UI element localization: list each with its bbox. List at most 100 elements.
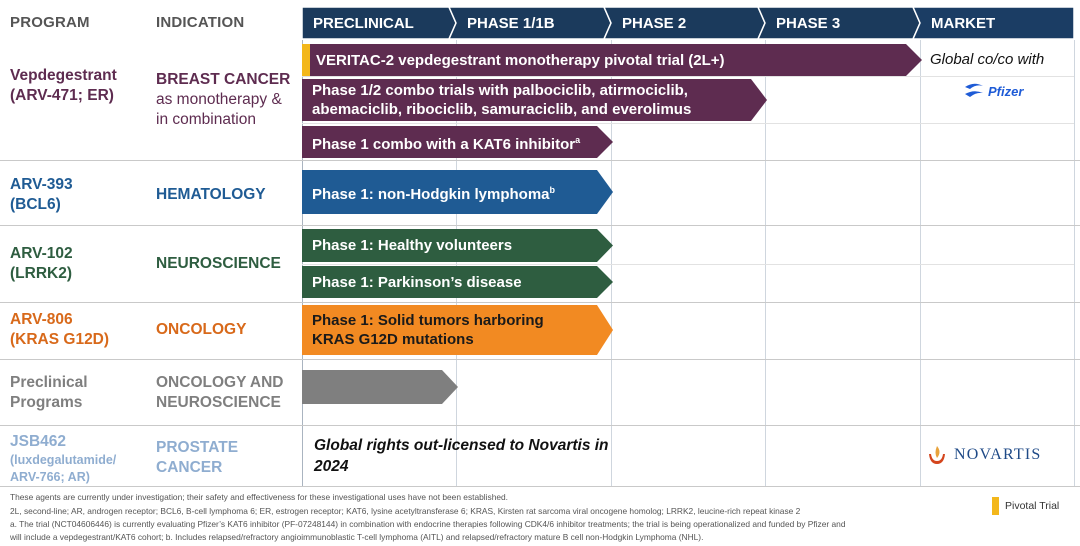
program-arv-393: ARV-393 (BCL6) [10, 175, 73, 215]
program-name-line: (ARV-471; ER) [10, 87, 114, 104]
grid-column-line [456, 40, 457, 486]
indication-detail-line: in combination [156, 111, 256, 128]
program-vepdegestrant: Vepdegestrant (ARV-471; ER) [10, 66, 117, 106]
trial-label-line: Phase 1/2 combo trials with palbociclib,… [312, 82, 688, 99]
trial-label-text: Phase 1/2 combo trials with palbociclib,… [312, 81, 691, 119]
grid-column-line [920, 40, 921, 486]
program-name-line: ARV-102 [10, 245, 73, 262]
pfizer-wordmark: Pfizer [988, 83, 1024, 99]
note-line: 2024 [314, 458, 349, 475]
grid-subrow-line [302, 76, 1074, 77]
pivotal-trial-marker [302, 44, 310, 76]
grid-row-divider [0, 486, 1080, 487]
indication-oncology: ONCOLOGY [156, 321, 247, 338]
indication-neuroscience: NEUROSCIENCE [156, 255, 281, 272]
indication-detail-line: as monotherapy & [156, 91, 282, 108]
grid-column-line [611, 40, 612, 486]
trial-label-line: Phase 1: Solid tumors harboring [312, 312, 544, 329]
trial-label-line: Phase 1: non-Hodgkin lymphomab [312, 184, 556, 203]
program-jsb462: JSB462 (luxdegalutamide/ ARV-766; AR) [10, 432, 116, 486]
phase-header-market: MARKET [931, 14, 996, 32]
program-arv-102: ARV-102 (LRRK2) [10, 244, 73, 284]
legend-pivotal-label: Pivotal Trial [1005, 500, 1060, 512]
trial-bar-arrow [302, 126, 613, 158]
trial-label-text: Phase 1 combo with a KAT6 inhibitora [312, 131, 580, 154]
trial-bar-arrow [302, 266, 613, 298]
indication-line: CANCER [156, 459, 223, 476]
program-name-line: (LRRK2) [10, 265, 72, 282]
grid-subrow-line [302, 264, 1074, 265]
trial-bar-arrow [302, 229, 613, 262]
program-name-line: JSB462 [10, 433, 67, 450]
indication-prostate-cancer: PROSTATE CANCER [156, 438, 238, 478]
program-name-line: Programs [10, 394, 83, 411]
indication-hematology: HEMATOLOGY [156, 186, 266, 203]
grid-column-line [1074, 40, 1075, 486]
program-name-line: Vepdegestrant [10, 67, 117, 84]
grid-row-divider [0, 425, 1080, 426]
trial-bar-label: Phase 1: Parkinson’s disease [302, 266, 597, 298]
grid-subrow-line [302, 123, 1074, 124]
trial-label-text: VERITAC-2 vepdegestrant monotherapy pivo… [316, 51, 725, 70]
novartis-wordmark: NOVARTIS [954, 446, 1042, 463]
footnote-1: These agents are currently under investi… [10, 492, 508, 502]
indication-breast-cancer: BREAST CANCER as monotherapy & in combin… [156, 70, 290, 130]
program-sub-line: (luxdegalutamide/ [10, 453, 117, 467]
program-name-line: (KRAS G12D) [10, 331, 110, 348]
indication-title: BREAST CANCER [156, 71, 291, 88]
trial-bar-arrow [302, 79, 767, 121]
trial-label-line: Phase 1 combo with a KAT6 inhibitora [312, 134, 581, 153]
trial-bar-arrow [302, 370, 458, 404]
indication-oncology-neuroscience: ONCOLOGY AND NEUROSCIENCE [156, 373, 283, 413]
grid-row-divider [0, 225, 1080, 226]
indication-column-header: INDICATION [156, 14, 245, 31]
trial-bar-label: Phase 1: non-Hodgkin lymphomab [302, 170, 597, 214]
trial-bar-shape [302, 126, 613, 158]
footnote-4: will include a vepdegestrant/KAT6 cohort… [10, 532, 704, 542]
indication-line: PROSTATE [156, 439, 239, 456]
indication-line: ONCOLOGY AND [156, 374, 284, 391]
trial-bar-shape [302, 266, 613, 298]
trial-bar-shape [302, 229, 613, 262]
trial-bar-label: Phase 1/2 combo trials with palbociclib,… [302, 79, 751, 121]
trial-bar-arrow [302, 305, 613, 355]
phase-chevron-market [911, 6, 1075, 40]
program-arv-806: ARV-806 (KRAS G12D) [10, 310, 109, 350]
trial-label-text: Phase 1: Parkinson’s disease [312, 273, 522, 292]
footnote-3: a. The trial (NCT04606446) is currently … [10, 519, 846, 529]
trial-label-line: VERITAC-2 vepdegestrant monotherapy pivo… [316, 51, 725, 69]
novartis-logo: NOVARTIS [928, 444, 1041, 466]
novartis-licensing-note: Global rights out-licensed to Novartis i… [314, 435, 609, 477]
footnote-marker: a [575, 134, 581, 145]
trial-bar-arrow [302, 170, 613, 214]
trial-bar-arrow [302, 44, 922, 76]
program-column-header: PROGRAM [10, 14, 90, 31]
grid-row-divider [0, 302, 1080, 303]
footnote-marker: b [549, 184, 556, 195]
legend-pivotal-swatch [992, 497, 999, 515]
grid-row-divider [0, 359, 1080, 360]
trial-bar-shape [302, 305, 613, 355]
trial-bar-label: Phase 1: Healthy volunteers [302, 229, 597, 262]
program-preclinical: Preclinical Programs [10, 373, 88, 413]
trial-label-text: Phase 1: non-Hodgkin lymphomab [312, 181, 555, 204]
trial-label-line: Phase 1: Healthy volunteers [312, 237, 513, 254]
trial-bar-shape [302, 170, 613, 214]
program-name-line: ARV-806 [10, 311, 73, 328]
trial-bar-label: Phase 1: Solid tumors harboring KRAS G12D… [302, 305, 597, 355]
trial-bar-shape [302, 370, 458, 404]
trial-bar-shape [302, 79, 767, 121]
grid-column-line [302, 40, 303, 486]
indication-line: NEUROSCIENCE [156, 394, 281, 411]
grid-column-line [765, 40, 766, 486]
trial-label-line: Phase 1: Parkinson’s disease [312, 273, 522, 291]
grid-row-divider [0, 160, 1080, 161]
partner-note: Global co/co with [930, 51, 1045, 68]
phase-header-phase-1-1b: PHASE 1/1B [467, 14, 555, 32]
trial-bar-label: VERITAC-2 vepdegestrant monotherapy pivo… [306, 44, 910, 76]
novartis-flame-icon [929, 446, 945, 464]
trial-label-text: Phase 1: Solid tumors harboring KRAS G12D… [312, 311, 544, 349]
trial-bar-shape [302, 44, 922, 76]
pfizer-logo: Pfizer [962, 81, 1023, 101]
